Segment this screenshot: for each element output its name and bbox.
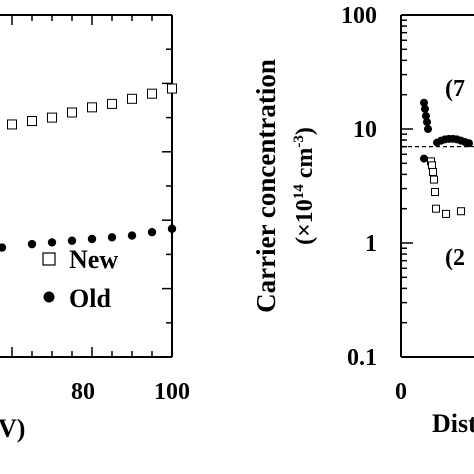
right-data-point-circle (421, 104, 429, 113)
data-point-new (47, 112, 57, 123)
data-point-old (27, 239, 37, 249)
data-point-new (7, 119, 17, 130)
y-axis-title-line1: Carrier concentration (251, 59, 281, 313)
data-point-old (107, 233, 117, 242)
right-y-axis-title: Carrier concentration (×1014 cm-3) (251, 59, 318, 313)
left-x-tick-label-100: 100 (154, 379, 190, 405)
right-data-point-circle (422, 112, 430, 121)
legend-label-old: Old (69, 284, 111, 313)
data-point-old (87, 234, 97, 244)
legend-marker-old (43, 291, 55, 303)
right-data-point-square (428, 161, 436, 170)
data-point-new (27, 116, 37, 127)
right-data-point-circle (420, 98, 428, 107)
right-panel: 100 10 1 0.1 0 Dist (7 (2 Carrier concen… (251, 3, 474, 438)
left-x-tick-label-80: 80 (71, 379, 95, 405)
right-data-point-circle (424, 125, 432, 133)
right-data-point-square (429, 167, 437, 176)
data-point-new (127, 93, 137, 104)
legend: New Old (42, 245, 118, 313)
right-y-tick-label-1: 1 (365, 231, 377, 257)
legend-marker-new (42, 252, 56, 266)
right-data-point-square (442, 209, 450, 218)
right-data-point-circle (420, 154, 428, 163)
left-panel: 80 100 V) New Old (0, 14, 190, 443)
right-y-tick-label-10: 10 (353, 117, 377, 143)
legend-label-new: New (69, 245, 118, 274)
data-point-old (0, 243, 7, 252)
data-point-old (147, 227, 157, 237)
right-data-marks (401, 98, 474, 218)
right-data-point-square (457, 207, 465, 216)
data-point-new (107, 98, 117, 109)
data-point-old (67, 236, 77, 245)
right-data-point-circle (423, 118, 431, 127)
data-point-old (127, 231, 137, 240)
y-axis-title-line2: (×1014 cm-3) (291, 127, 318, 245)
right-data-point-square (432, 204, 440, 213)
left-x-ticks (11, 15, 173, 357)
right-x-axis-title: Dist (432, 409, 474, 438)
right-y-ticks (400, 14, 413, 358)
data-point-new (167, 83, 177, 94)
right-data-point-square (431, 188, 439, 197)
right-data-point-circle (465, 139, 473, 148)
left-data-marks (0, 83, 177, 252)
right-data-point-square (430, 175, 438, 184)
data-point-new (87, 102, 97, 113)
annotation-upper: (7 (445, 76, 465, 102)
data-point-new (67, 107, 77, 118)
data-point-new (147, 88, 157, 99)
right-x-tick-label-0: 0 (395, 379, 407, 405)
data-point-old (167, 224, 177, 233)
left-x-axis-title: V) (0, 414, 25, 443)
right-y-tick-label-100: 100 (341, 3, 377, 29)
annotation-lower: (2 (445, 245, 465, 271)
data-point-old (47, 238, 57, 247)
right-y-tick-label-0.1: 0.1 (347, 345, 377, 371)
